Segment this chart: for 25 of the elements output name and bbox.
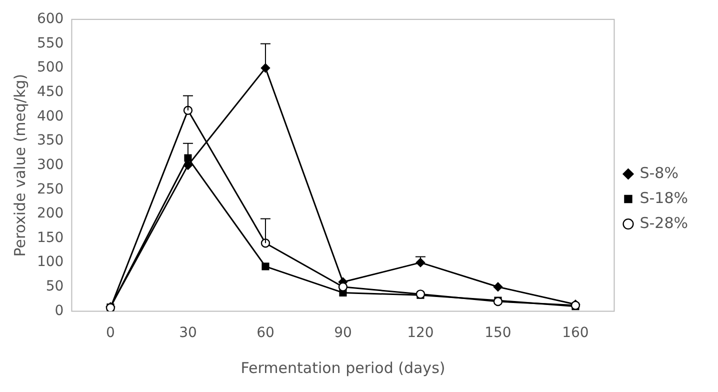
x-tick-label: 120 xyxy=(407,325,434,342)
x-tick-label: 0 xyxy=(106,325,115,342)
y-tick-label: 100 xyxy=(36,254,64,270)
y-tick-label: 600 xyxy=(36,11,64,28)
legend-label: S-8% xyxy=(640,164,678,182)
y-tick-label: 250 xyxy=(36,181,64,198)
x-axis-title: Fermentation period (days) xyxy=(240,358,446,377)
x-tick-label: 90 xyxy=(334,325,352,342)
y-tick-label: 400 xyxy=(36,108,64,124)
legend-label: S-28% xyxy=(640,214,688,232)
y-tick-label: 200 xyxy=(36,206,64,222)
x-tick-label: 150 xyxy=(484,325,512,342)
y-tick-label: 50 xyxy=(46,278,64,295)
y-tick-label: 150 xyxy=(36,230,64,246)
y-tick-label: 350 xyxy=(36,132,64,149)
y-tick-label: 300 xyxy=(36,156,64,173)
y-axis-title: Peroxide value (meq/kg) xyxy=(10,74,29,257)
y-tick-label: 550 xyxy=(36,35,64,52)
legend-label: S-18% xyxy=(640,188,688,207)
y-tick-label: 500 xyxy=(36,60,64,76)
y-tick-label: 450 xyxy=(36,84,64,100)
x-tick-label: 160 xyxy=(562,325,589,342)
y-tick-label: 0 xyxy=(54,302,64,319)
x-tick-label: 30 xyxy=(179,325,197,342)
x-tick-label: 60 xyxy=(256,325,274,342)
